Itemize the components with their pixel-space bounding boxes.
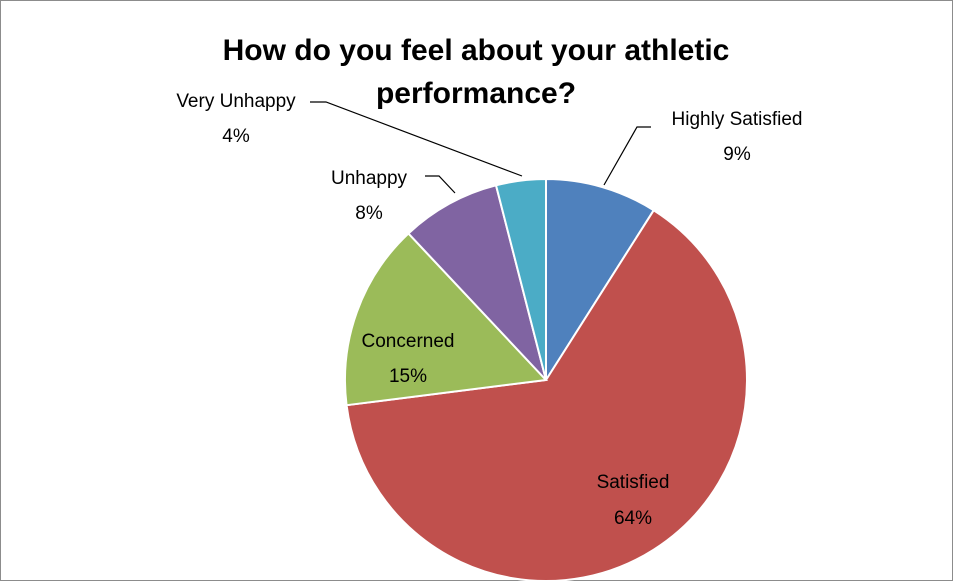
chart-title-line-2: performance? xyxy=(376,77,576,110)
slice-labels: Highly Satisfied 9% Satisfied 64% Concerned 1… xyxy=(176,91,802,529)
leader-line-very-unhappy xyxy=(310,101,523,177)
pie-slice-very-unhappy xyxy=(494,177,547,381)
slice-percent-concerned: 15% xyxy=(389,366,427,387)
pie-slices xyxy=(344,177,748,581)
slice-label-very-unhappy: Very Unhappy xyxy=(176,91,296,112)
slice-label-concerned: Concerned xyxy=(362,331,455,352)
slice-percent-very-unhappy: 4% xyxy=(222,126,250,147)
pie-slice-concerned xyxy=(344,232,549,407)
pie-slice-satisfied xyxy=(345,208,748,581)
pie-slice-highly-satisfied xyxy=(545,177,656,384)
slice-label-unhappy: Unhappy xyxy=(331,168,408,189)
chart-title-line-1: How do you feel about your athletic xyxy=(223,34,730,67)
slice-label-highly-satisfied: Highly Satisfied xyxy=(672,109,803,130)
slice-percent-satisfied: 64% xyxy=(614,508,652,529)
slice-label-satisfied: Satisfied xyxy=(597,472,670,493)
pie-slice-unhappy xyxy=(406,184,547,381)
leader-line-unhappy xyxy=(425,175,456,194)
slice-percent-highly-satisfied: 9% xyxy=(723,144,751,165)
leader-line-highly-satisfied xyxy=(603,126,651,186)
slice-percent-unhappy: 8% xyxy=(355,203,383,224)
leader-lines xyxy=(310,101,651,194)
